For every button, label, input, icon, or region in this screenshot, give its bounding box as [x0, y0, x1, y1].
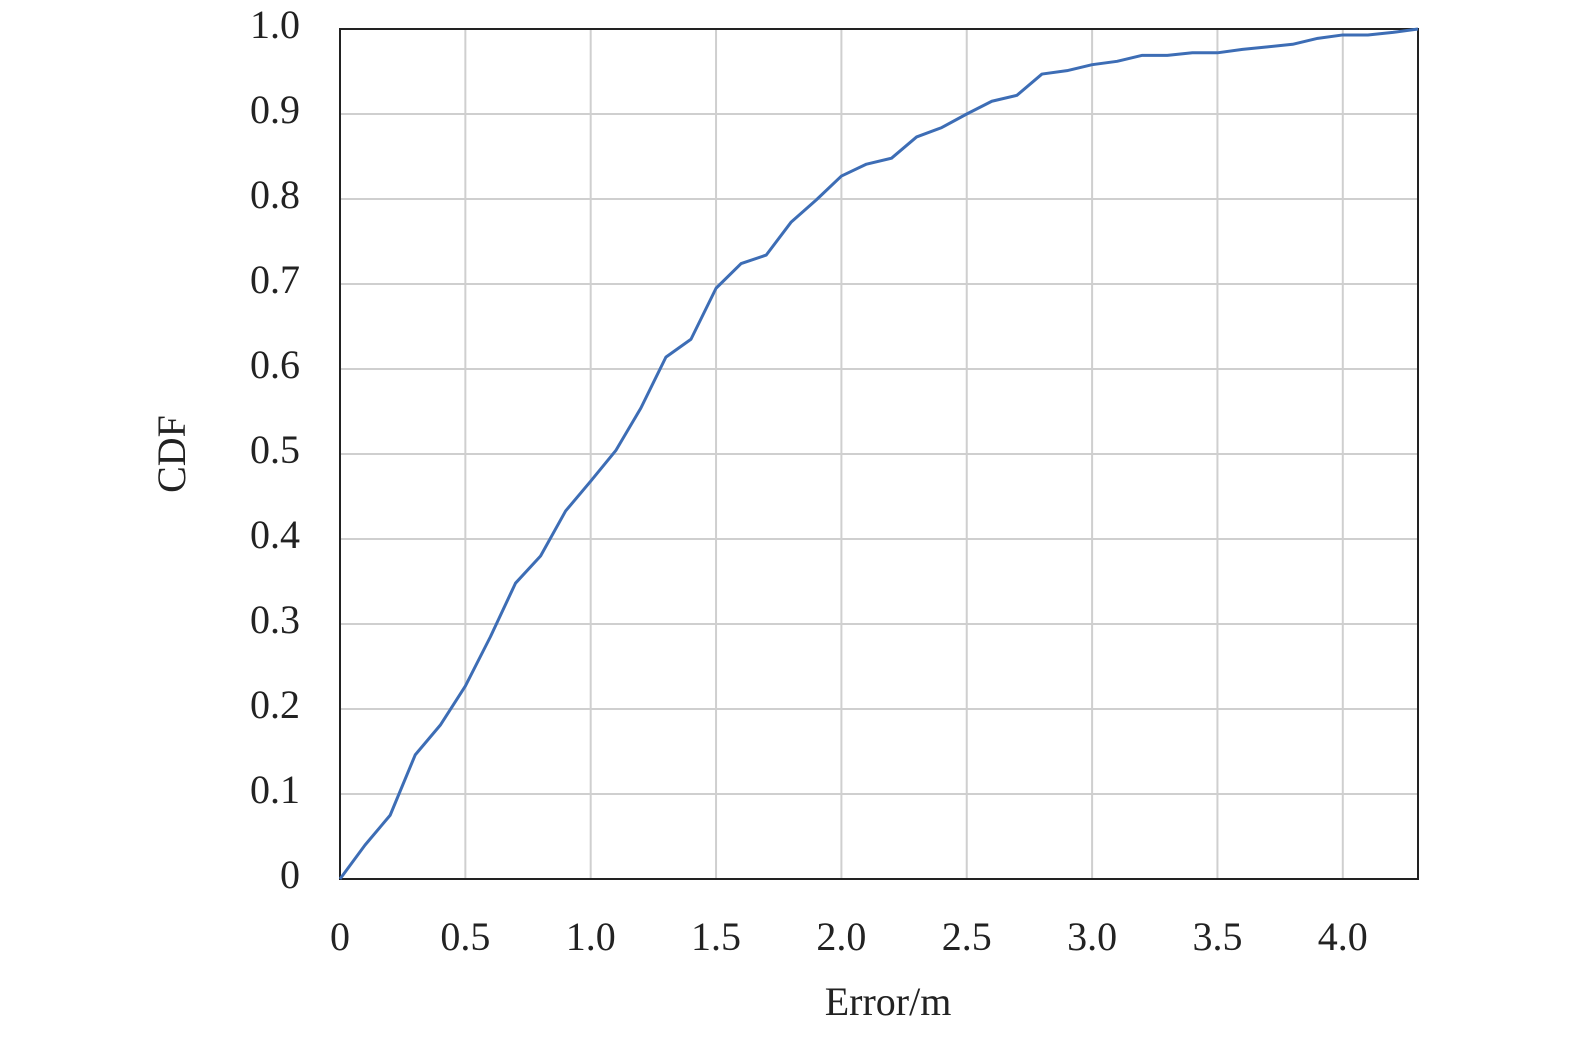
- x-tick-label: 0.5: [440, 914, 490, 959]
- y-tick-label: 0.9: [250, 87, 300, 132]
- x-tick-label: 2.0: [816, 914, 866, 959]
- y-tick-label: 0.7: [250, 257, 300, 302]
- y-tick-label: 0.1: [250, 767, 300, 812]
- x-tick-label: 3.0: [1067, 914, 1117, 959]
- y-tick-label: 0.3: [250, 597, 300, 642]
- data-line: [338, 27, 1419, 880]
- x-tick-label: 3.5: [1192, 914, 1242, 959]
- y-tick-label: 0.4: [250, 512, 300, 557]
- y-tick-label: 0.2: [250, 682, 300, 727]
- y-tick-label: 1.0: [250, 2, 300, 47]
- y-tick-label: 0.5: [250, 427, 300, 472]
- x-axis-label: Error/m: [825, 979, 952, 1024]
- x-tick-label: 2.5: [942, 914, 992, 959]
- y-tick-label: 0.6: [250, 342, 300, 387]
- plot-frame: [339, 28, 1419, 880]
- y-tick-label: 0: [280, 852, 300, 897]
- x-tick-label: 1.0: [566, 914, 616, 959]
- y-tick-label: 0.8: [250, 172, 300, 217]
- x-tick-label: 4.0: [1318, 914, 1368, 959]
- x-tick-label: 1.5: [691, 914, 741, 959]
- x-tick-label: 0: [330, 914, 350, 959]
- y-axis-label: CDF: [149, 415, 194, 493]
